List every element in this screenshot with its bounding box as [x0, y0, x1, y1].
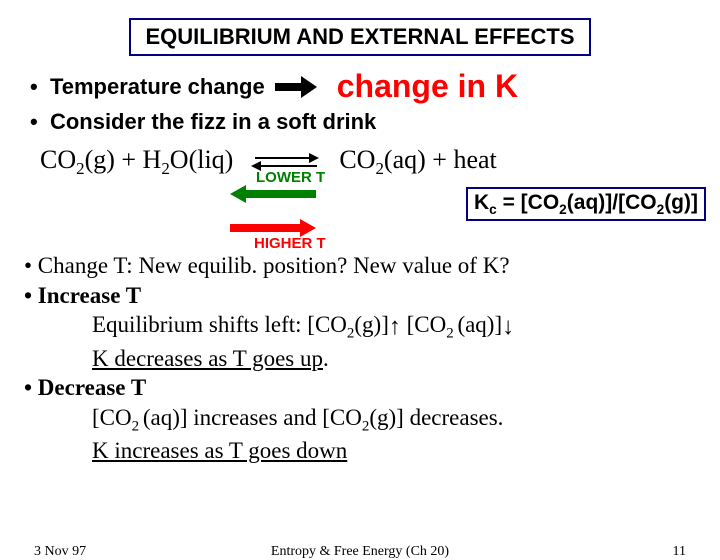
fizz-text: Consider the fizz in a soft drink — [50, 109, 376, 135]
kc-expression-box: Kc = [CO2(aq)]/[CO2(g)] — [466, 187, 706, 221]
equilibrium-equation: CO2(g) + H2O(liq) CO2(aq) + heat — [40, 145, 720, 179]
line-decrease-t: • Decrease T — [24, 373, 720, 402]
lower-t-label: LOWER T — [256, 169, 325, 186]
footer-title: Entropy & Free Energy (Ch 20) — [0, 544, 720, 560]
line-increase-t: • Increase T — [24, 281, 720, 310]
up-arrow-icon: ↑ — [389, 312, 401, 343]
eqn-lhs: CO2(g) + H2O(liq) — [40, 145, 233, 179]
green-arrow-icon — [230, 189, 316, 199]
line-k-increases: K increases as T goes down — [92, 436, 720, 465]
line-change-t: • Change T: New equilib. position? New v… — [24, 251, 720, 280]
bullet-fizz: • Consider the fizz in a soft drink — [30, 109, 720, 135]
bullet-dot: • — [30, 74, 50, 100]
line-aq-increases: [CO2 (aq)] increases and [CO2(g)] decrea… — [92, 403, 720, 437]
change-in-k: change in K — [337, 68, 518, 105]
line-shift-left: Equilibrium shifts left: [CO2(g)]↑ [CO2 … — [92, 310, 720, 344]
red-arrow-icon — [230, 223, 316, 233]
higher-t-label: HIGHER T — [254, 235, 326, 252]
temperature-arrows-row: LOWER T HIGHER T Kc = [CO2(aq)]/[CO2(g)] — [0, 181, 720, 251]
arrow-right-icon — [275, 78, 317, 96]
footer-page-number: 11 — [673, 544, 686, 560]
slide-title: EQUILIBRIUM AND EXTERNAL EFFECTS — [129, 18, 590, 56]
down-arrow-icon: ↓ — [502, 312, 514, 343]
line-k-decreases: K decreases as T goes up. — [92, 344, 720, 373]
body-text: • Change T: New equilib. position? New v… — [24, 251, 720, 466]
bullet-dot: • — [30, 109, 50, 135]
eqn-rhs: CO2(aq) + heat — [339, 145, 496, 179]
bullet-temp-change: • Temperature change change in K — [30, 68, 720, 105]
temp-change-text: Temperature change — [50, 74, 265, 100]
